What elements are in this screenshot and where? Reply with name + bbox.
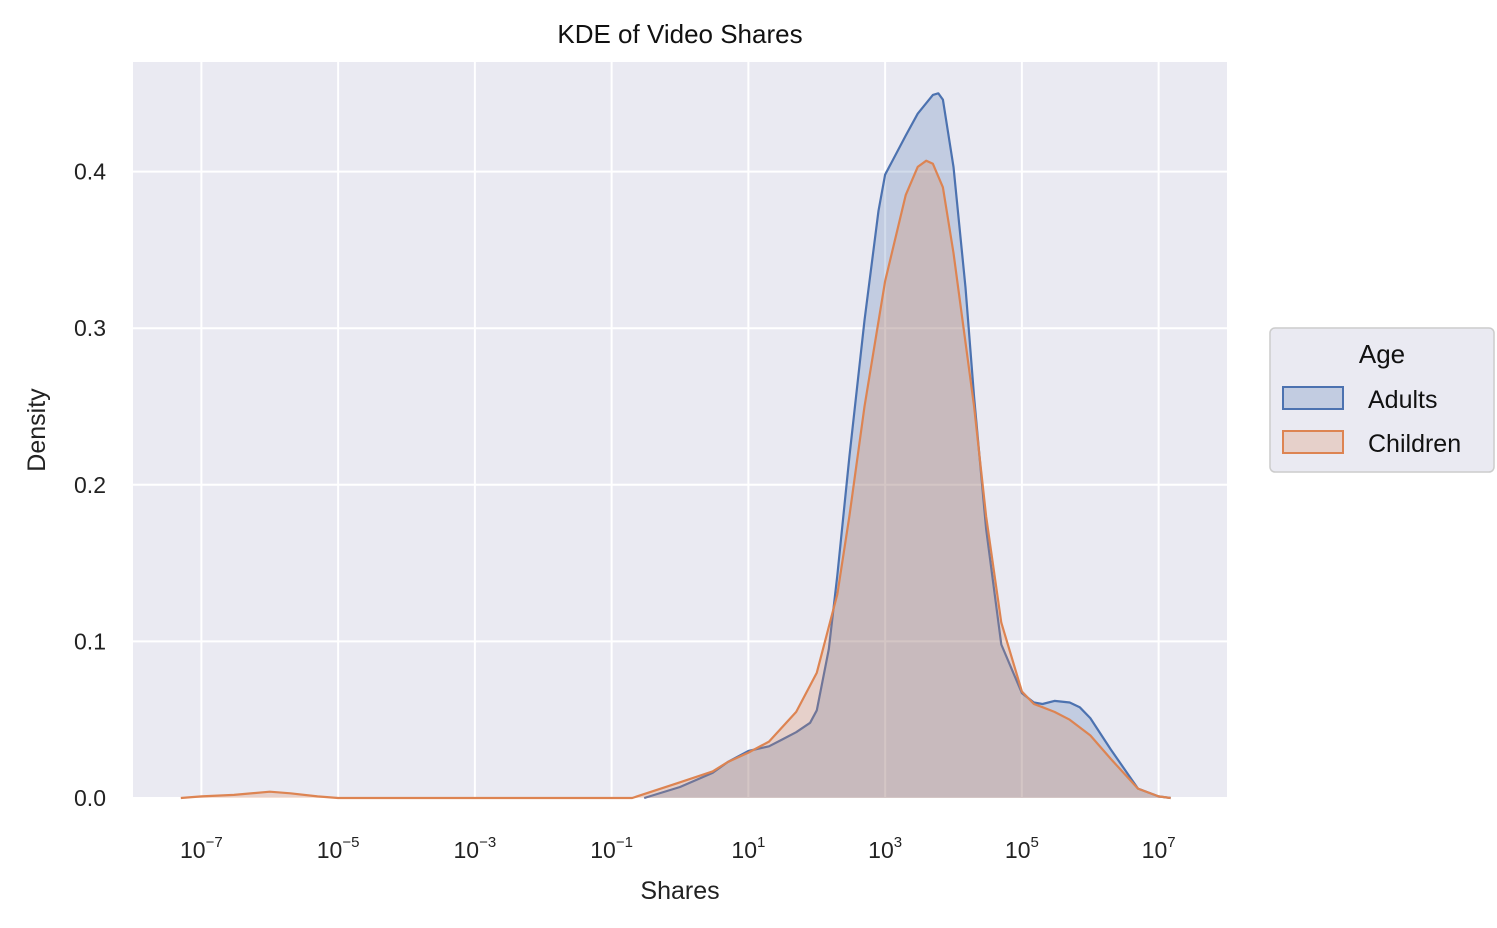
x-axis-label: Shares [640,877,719,905]
x-tick-base: 10 [180,837,206,863]
x-tick-label: 107 [1142,834,1176,863]
x-tick-labels: 10−7 10−5 10−3 10−1 101 103 105 107 [180,834,1176,863]
y-tick-label: 0.0 [74,785,106,811]
chart-title: KDE of Video Shares [557,19,802,49]
x-tick-base: 10 [868,837,894,863]
x-tick-exponent: −3 [479,834,496,851]
x-tick-label: 105 [1005,834,1039,863]
x-tick-exponent: −5 [342,834,359,851]
x-tick-base: 10 [590,837,616,863]
density-area-children [180,160,1171,798]
legend-label-children: Children [1368,430,1461,458]
legend-swatch-adults [1282,386,1344,410]
x-tick-base: 10 [454,837,480,863]
legend-label-adults: Adults [1368,386,1437,414]
y-tick-label: 0.3 [74,315,106,341]
x-tick-base: 10 [1142,837,1168,863]
x-tick-base: 10 [731,837,757,863]
x-tick-label: 10−3 [454,834,497,863]
y-tick-labels: 0.0 0.1 0.2 0.3 0.4 [74,159,106,811]
x-tick-base: 10 [1005,837,1031,863]
legend: Age Adults Children [1269,327,1495,473]
y-axis-label: Density [23,388,51,472]
x-tick-label: 101 [731,834,765,863]
x-tick-label: 103 [868,834,902,863]
y-gridlines [133,170,1227,799]
x-tick-exponent: 7 [1167,834,1175,851]
density-line-children [180,159,1171,800]
y-tick-label: 0.2 [74,472,106,498]
x-tick-exponent: 3 [894,834,902,851]
x-tick-base: 10 [317,837,343,863]
legend-title: Age [1359,339,1405,369]
x-gridlines [200,62,1160,798]
x-tick-label: 10−7 [180,834,223,863]
y-tick-label: 0.1 [74,628,106,654]
x-tick-exponent: −1 [616,834,633,851]
density-line-adults [643,92,1171,800]
x-tick-exponent: 5 [1031,834,1039,851]
x-tick-label: 10−5 [317,834,360,863]
x-tick-exponent: 1 [757,834,765,851]
density-area-adults [644,93,1171,799]
legend-box [1269,327,1495,473]
legend-item-children: Children [1282,430,1461,458]
x-tick-exponent: −7 [206,834,223,851]
y-tick-label: 0.4 [74,159,106,185]
x-tick-label: 10−1 [590,834,633,863]
density-series [180,92,1171,800]
legend-swatch-children [1282,430,1344,454]
legend-item-adults: Adults [1282,386,1437,414]
plot-background [133,62,1227,798]
